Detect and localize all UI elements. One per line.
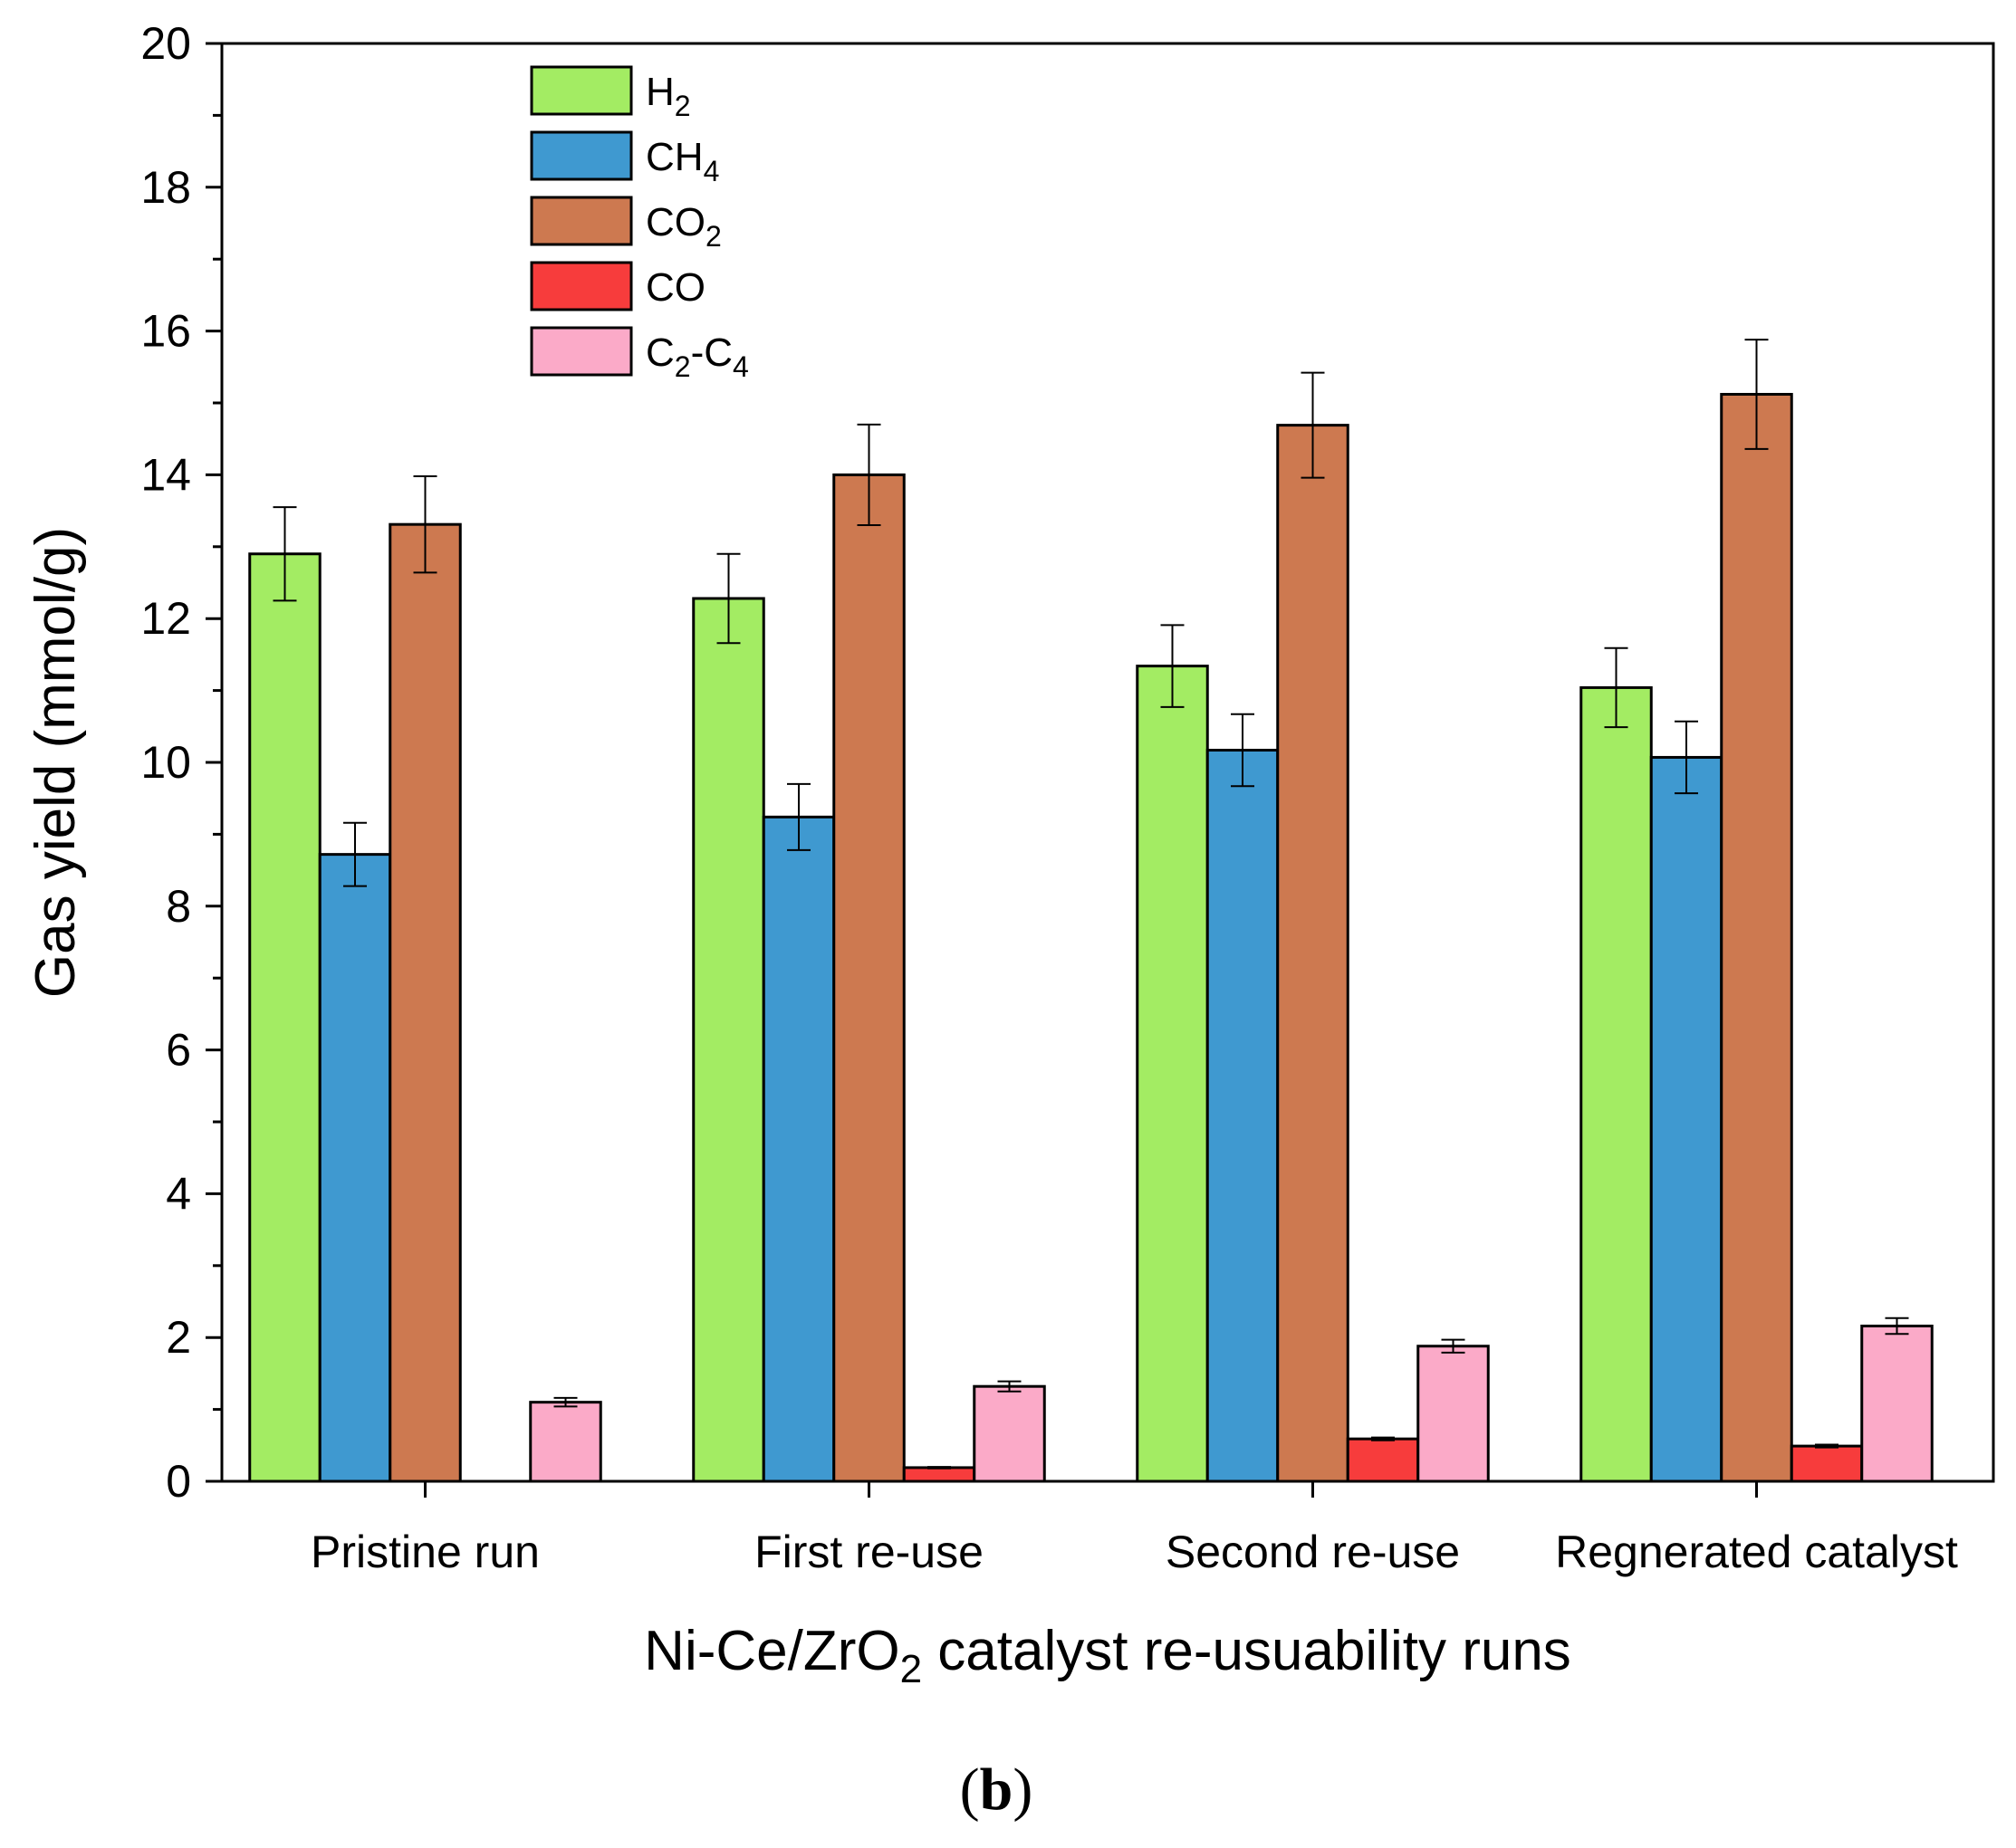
panel-label-open: ( bbox=[960, 1757, 980, 1823]
legend-label-h2: H2 bbox=[646, 70, 691, 122]
bar-h2-regnerated-catalyst bbox=[1579, 685, 1653, 1483]
x-axis-title-rest: catalyst re-usuability runs bbox=[922, 1620, 1571, 1682]
bar-co2-pristine-run bbox=[389, 522, 462, 1483]
bar-h2-pristine-run bbox=[248, 552, 322, 1483]
bar-co-second-re-use bbox=[1346, 1437, 1420, 1483]
legend-label-base: H bbox=[646, 70, 675, 114]
legend-label-mid: -C bbox=[691, 330, 733, 375]
legend-swatch-h2 bbox=[530, 65, 633, 116]
y-tick-label: 18 bbox=[140, 162, 191, 213]
legend-swatch-c2-c4 bbox=[530, 326, 633, 377]
panel-label-letter: b bbox=[980, 1757, 1013, 1823]
y-tick-label: 10 bbox=[140, 737, 191, 788]
bar-ch4-first-re-use bbox=[762, 815, 836, 1483]
x-tick-label: Pristine run bbox=[311, 1527, 540, 1577]
legend-label-subscript: 2 bbox=[706, 220, 722, 253]
bar-c2-c4-pristine-run bbox=[529, 1401, 602, 1483]
bar-c2-c4-second-re-use bbox=[1416, 1345, 1490, 1483]
bars-layer bbox=[248, 392, 1934, 1483]
legend-label-base: CO bbox=[646, 265, 706, 310]
x-axis-title-subscript: 2 bbox=[900, 1647, 922, 1691]
bar-co2-regnerated-catalyst bbox=[1720, 392, 1793, 1483]
y-axis-title: Gas yield (mmol/g) bbox=[24, 527, 87, 998]
bar-c2-c4-first-re-use bbox=[973, 1384, 1046, 1483]
legend-swatch-ch4 bbox=[530, 130, 633, 181]
bar-c2-c4-regnerated-catalyst bbox=[1860, 1324, 1934, 1483]
legend-label-ch4: CH4 bbox=[646, 135, 719, 187]
x-axis-title-main: Ni-Ce/ZrO bbox=[644, 1620, 899, 1682]
legend-label-base: C bbox=[646, 330, 675, 375]
legend-swatch-co2 bbox=[530, 196, 633, 246]
x-tick-label: Regnerated catalyst bbox=[1555, 1527, 1958, 1577]
legend-label-subscript: 4 bbox=[704, 155, 720, 187]
legend-label-subscript-2: 4 bbox=[733, 350, 749, 383]
legend-label-subscript: 2 bbox=[675, 90, 691, 122]
x-axis-title: Ni-Ce/ZrO2 catalyst re-usuability runs bbox=[644, 1620, 1571, 1691]
y-tick-label: 16 bbox=[140, 306, 191, 357]
bar-co2-second-re-use bbox=[1276, 424, 1349, 1483]
bar-ch4-second-re-use bbox=[1205, 749, 1280, 1483]
bar-co2-first-re-use bbox=[832, 473, 906, 1483]
y-tick-label: 6 bbox=[166, 1025, 191, 1076]
legend-label-co2: CO2 bbox=[646, 200, 722, 253]
x-tick-label: First re-use bbox=[754, 1527, 984, 1577]
bar-ch4-pristine-run bbox=[318, 853, 392, 1483]
bar-ch4-regnerated-catalyst bbox=[1649, 755, 1723, 1483]
bar-h2-first-re-use bbox=[692, 597, 765, 1483]
panel-label: (b) bbox=[960, 1757, 1033, 1823]
error-bars-layer bbox=[273, 339, 1909, 1470]
panel-label-close: ) bbox=[1013, 1757, 1032, 1823]
y-tick-label: 0 bbox=[166, 1456, 191, 1507]
legend-label-co: CO bbox=[646, 265, 706, 310]
legend-label-subscript: 2 bbox=[675, 350, 691, 383]
bar-co-regnerated-catalyst bbox=[1790, 1444, 1864, 1483]
x-axis-ticks: Pristine run First re-use Second re-use Reg… bbox=[311, 1481, 1958, 1577]
y-tick-label: 20 bbox=[140, 18, 191, 69]
x-tick-label: Second re-use bbox=[1166, 1527, 1460, 1577]
y-tick-label: 8 bbox=[166, 881, 191, 932]
y-tick-label: 12 bbox=[140, 593, 191, 644]
legend-label-c2-c4: C2-C4 bbox=[646, 330, 749, 383]
y-tick-label: 2 bbox=[166, 1312, 191, 1363]
y-tick-label: 14 bbox=[140, 449, 191, 500]
y-axis-ticks: 0 2 4 6 8 10 12 14 16 18 20 bbox=[140, 18, 222, 1507]
bar-h2-second-re-use bbox=[1136, 665, 1209, 1483]
bar-co-first-re-use bbox=[902, 1466, 976, 1483]
legend-label-base: CO bbox=[646, 200, 706, 244]
legend-label-base: CH bbox=[646, 135, 704, 179]
y-tick-label: 4 bbox=[166, 1168, 191, 1219]
legend-swatch-co bbox=[530, 261, 633, 311]
